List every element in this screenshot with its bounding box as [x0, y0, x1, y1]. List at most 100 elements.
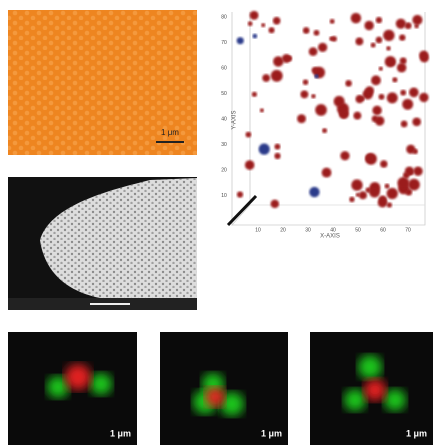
particle — [402, 99, 413, 110]
fluorescence-panel: 1 μm — [160, 332, 288, 445]
particle — [353, 112, 361, 120]
emission-spot — [90, 373, 112, 395]
y-tick-label: 20 — [221, 167, 227, 173]
particle — [375, 116, 384, 125]
particle — [237, 191, 243, 197]
particle — [273, 56, 283, 66]
particle — [408, 179, 420, 191]
particle — [314, 30, 320, 36]
y-tick-label: 30 — [221, 142, 227, 148]
particle — [387, 188, 398, 199]
particle — [371, 75, 381, 85]
particle — [351, 179, 362, 190]
particle — [271, 200, 280, 209]
y-tick-label: 50 — [221, 91, 227, 97]
particle — [259, 144, 270, 155]
particle — [334, 96, 345, 107]
particle — [248, 21, 253, 26]
particle — [349, 197, 355, 203]
particle — [371, 43, 376, 48]
particle — [383, 30, 394, 41]
sem-panel — [8, 177, 197, 310]
particle — [399, 34, 405, 40]
particle — [268, 27, 274, 33]
emission-spot — [364, 379, 386, 401]
scale-label: 1 μm — [261, 428, 282, 438]
particle — [385, 56, 396, 67]
particle — [369, 187, 380, 198]
particle — [397, 177, 409, 189]
particle — [414, 24, 419, 29]
particle — [322, 168, 332, 178]
particle — [330, 19, 335, 24]
x-tick-label: 10 — [255, 227, 261, 233]
particle — [409, 88, 419, 98]
x-tick-label: 50 — [355, 227, 361, 233]
y-tick-label: 40 — [221, 116, 227, 122]
particle — [412, 15, 422, 25]
particle — [274, 144, 280, 150]
particle — [378, 198, 388, 208]
y-tick-label: 70 — [221, 40, 227, 46]
emission-spot — [358, 355, 382, 379]
particle — [355, 95, 363, 103]
figure: 1 μm X-AXIS Y-AXIS 807060504030201010203… — [0, 0, 433, 445]
particle — [365, 86, 374, 95]
fluorescence-panels: 1 μm 1 μm 1 μm — [8, 332, 433, 445]
particle — [413, 149, 418, 154]
particle — [245, 160, 255, 170]
particle — [274, 153, 280, 159]
particle — [318, 43, 327, 52]
particle — [355, 37, 363, 45]
particle — [303, 79, 309, 85]
particle — [282, 54, 291, 63]
emission-spot — [65, 364, 91, 390]
particle — [397, 63, 406, 72]
particle — [245, 132, 251, 138]
particle — [345, 80, 352, 87]
particle — [297, 114, 306, 123]
y-tick-label: 60 — [221, 65, 227, 71]
particle — [387, 92, 398, 103]
particle — [385, 184, 390, 189]
particle — [419, 93, 428, 102]
particle — [400, 90, 406, 96]
particle — [309, 47, 318, 56]
particle — [359, 191, 367, 199]
particle — [260, 108, 264, 112]
particle — [379, 94, 385, 100]
emission-spot — [205, 387, 225, 407]
particle — [329, 37, 334, 42]
particle — [314, 74, 318, 78]
particle — [271, 70, 283, 82]
particle — [376, 17, 382, 23]
particle — [380, 160, 387, 167]
y-axis-label: Y-AXIS — [232, 110, 238, 129]
particle — [273, 17, 281, 25]
particle — [237, 37, 244, 44]
particle — [356, 193, 360, 197]
particle — [322, 128, 327, 133]
particle — [340, 151, 349, 160]
particle — [387, 202, 392, 207]
fluorescence-panel: 1 μm — [310, 332, 433, 445]
particle — [315, 104, 327, 116]
particle — [396, 19, 406, 29]
particle — [364, 21, 373, 30]
particle — [372, 106, 382, 116]
x-axis-label: X-AXIS — [320, 234, 340, 240]
scale-label: 1 μm — [110, 428, 131, 438]
particle — [253, 34, 258, 39]
x-tick-label: 40 — [330, 227, 336, 233]
particle — [252, 92, 257, 97]
scatter-3d-panel: X-AXIS Y-AXIS 80706050403020101020304050… — [221, 11, 429, 240]
particle — [250, 11, 259, 20]
particle — [311, 94, 315, 98]
fluorescence-panel: 1 μm — [8, 332, 137, 445]
particle — [261, 23, 265, 27]
page: 1 μm X-AXIS Y-AXIS 807060504030201010203… — [0, 0, 433, 445]
particle — [392, 77, 397, 82]
orange-panel: 1 μm — [8, 10, 197, 155]
particle — [412, 117, 421, 126]
particle — [351, 13, 361, 23]
